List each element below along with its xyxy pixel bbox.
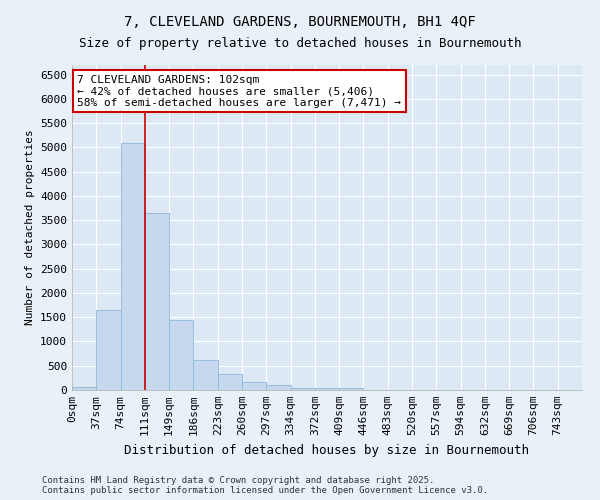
X-axis label: Distribution of detached houses by size in Bournemouth: Distribution of detached houses by size … [125,444,530,456]
Bar [315,388,339,390]
Text: Size of property relative to detached houses in Bournemouth: Size of property relative to detached ho… [79,38,521,51]
Bar [96,310,121,390]
Y-axis label: Number of detached properties: Number of detached properties [25,130,35,326]
Bar [145,213,169,390]
Text: 7 CLEVELAND GARDENS: 102sqm
← 42% of detached houses are smaller (5,406)
58% of : 7 CLEVELAND GARDENS: 102sqm ← 42% of det… [77,74,401,108]
Text: Contains HM Land Registry data © Crown copyright and database right 2025.
Contai: Contains HM Land Registry data © Crown c… [42,476,488,495]
Bar [218,374,242,390]
Bar [290,388,315,390]
Text: 7, CLEVELAND GARDENS, BOURNEMOUTH, BH1 4QF: 7, CLEVELAND GARDENS, BOURNEMOUTH, BH1 4… [124,15,476,29]
Bar [72,387,96,390]
Bar [339,388,364,390]
Bar [242,382,266,390]
Bar [193,360,218,390]
Bar [169,320,193,390]
Bar [266,385,290,390]
Bar [121,142,145,390]
